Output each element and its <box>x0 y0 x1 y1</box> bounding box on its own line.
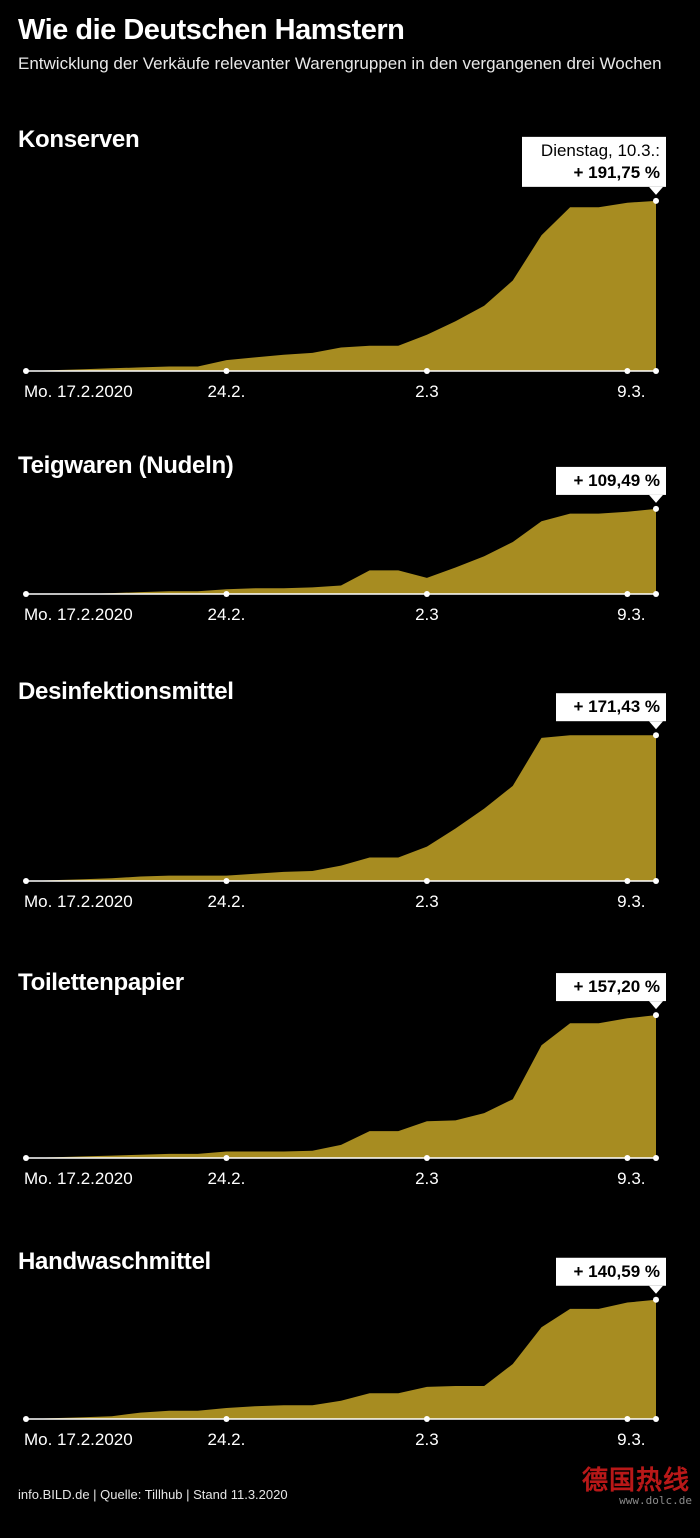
last-point-dot <box>653 1012 659 1019</box>
chart-title: Handwaschmittel <box>18 1248 211 1275</box>
x-tick-dot <box>423 1155 430 1161</box>
x-tick-dot <box>23 878 29 884</box>
callout-box <box>556 1257 666 1286</box>
x-tick-label: 24.2. <box>208 605 246 624</box>
value-callout: + 140,59 % <box>556 1257 666 1294</box>
chart-title: Konserven <box>18 126 140 153</box>
chart-svg: Mo. 17.2.2020 24.2. 2.3 9.3. + 140,59 % <box>23 1257 666 1449</box>
x-tick-label: 9.3. <box>617 605 645 624</box>
x-end-dot <box>653 878 659 884</box>
x-tick-dot <box>23 368 29 374</box>
x-tick-label: 9.3. <box>617 1430 645 1449</box>
callout-value: + 140,59 % <box>574 1262 661 1281</box>
callout-value: + 109,49 % <box>574 471 661 490</box>
chart-desinfektionsmittel: Desinfektionsmittel Mo. 17.2.2020 24.2. 2.… <box>0 678 700 968</box>
x-tick-dot <box>23 1155 29 1161</box>
x-tick-label: 2.3 <box>415 892 439 911</box>
x-tick-label: Mo. 17.2.2020 <box>24 382 133 401</box>
x-tick-label: 24.2. <box>208 1430 246 1449</box>
callout-box <box>556 693 666 722</box>
x-tick-label: 2.3 <box>415 605 439 624</box>
x-tick-dot <box>624 368 631 374</box>
x-tick-label: 9.3. <box>617 382 645 401</box>
callout-pointer <box>649 186 663 195</box>
x-tick-label: 24.2. <box>208 382 246 401</box>
page-title: Wie die Deutschen Hamstern <box>18 14 405 46</box>
x-tick-label: Mo. 17.2.2020 <box>24 892 133 911</box>
chart-title: Teigwaren (Nudeln) <box>18 452 234 479</box>
x-end-dot <box>653 368 659 374</box>
chart-title: Toilettenpapier <box>18 969 184 996</box>
x-tick-label: 24.2. <box>208 892 246 911</box>
callout-box <box>556 973 666 1002</box>
chart-svg: Mo. 17.2.2020 24.2. 2.3 9.3. + 171,43 % <box>23 693 666 911</box>
x-tick-dot <box>23 591 29 597</box>
x-tick-label: 9.3. <box>617 1169 645 1188</box>
callout-box <box>556 466 666 495</box>
series-area <box>26 1015 656 1158</box>
value-callout: + 157,20 % <box>556 973 666 1010</box>
chart-toilettenpapier: Toilettenpapier Mo. 17.2.2020 24.2. 2.3 9.3… <box>0 969 700 1259</box>
callout-pointer <box>649 721 663 730</box>
x-tick-dot <box>23 1416 29 1422</box>
callout-pointer <box>649 1001 663 1010</box>
chart-svg: Mo. 17.2.2020 24.2. 2.3 9.3. Dienstag, 10.3.… <box>23 136 666 401</box>
value-callout: + 171,43 % <box>556 693 666 730</box>
last-point-dot <box>653 1296 659 1303</box>
x-end-dot <box>653 1155 659 1161</box>
x-tick-dot <box>423 878 430 884</box>
callout-box <box>522 136 666 187</box>
x-tick-label: Mo. 17.2.2020 <box>24 605 133 624</box>
chart-title: Desinfektionsmittel <box>18 678 234 705</box>
last-point-dot <box>653 505 659 512</box>
x-tick-dot <box>223 878 230 884</box>
watermark-logo: 德国热线 www.dolc.de <box>582 1460 694 1508</box>
x-tick-dot <box>223 1155 230 1161</box>
watermark-url: www.dolc.de <box>619 1494 692 1507</box>
x-tick-dot <box>624 878 631 884</box>
x-tick-label: 9.3. <box>617 892 645 911</box>
x-tick-dot <box>423 591 430 597</box>
series-area <box>26 508 656 594</box>
x-tick-label: Mo. 17.2.2020 <box>24 1430 133 1449</box>
last-point-dot <box>653 197 659 204</box>
x-tick-dot <box>423 368 430 374</box>
x-tick-dot <box>223 1416 230 1422</box>
callout-date: Dienstag, 10.3.: <box>541 141 660 160</box>
x-end-dot <box>653 591 659 597</box>
footer-source: info.BILD.de | Quelle: Tillhub | Stand 1… <box>18 1487 288 1502</box>
x-tick-label: 2.3 <box>415 382 439 401</box>
value-callout: Dienstag, 10.3.: + 191,75 % <box>522 136 666 195</box>
page-subtitle: Entwicklung der Verkäufe relevanter Ware… <box>18 54 662 73</box>
chart-svg: Mo. 17.2.2020 24.2. 2.3 9.3. + 157,20 % <box>23 973 666 1188</box>
x-tick-label: 24.2. <box>208 1169 246 1188</box>
series-area <box>26 1299 656 1419</box>
callout-value: + 171,43 % <box>574 697 661 716</box>
x-tick-label: 2.3 <box>415 1430 439 1449</box>
x-tick-dot <box>624 1416 631 1422</box>
callout-value: + 157,20 % <box>574 977 661 996</box>
chart-handwaschmittel: Handwaschmittel Mo. 17.2.2020 24.2. 2.3 9.3… <box>0 1248 700 1538</box>
callout-pointer <box>649 494 663 503</box>
x-tick-dot <box>423 1416 430 1422</box>
series-area <box>26 200 656 371</box>
chart-konserven: Konserven Mo. 17.2.2020 24.2. 2.3 9.3. Diens… <box>0 126 700 416</box>
x-end-dot <box>653 1416 659 1422</box>
x-tick-dot <box>223 368 230 374</box>
value-callout: + 109,49 % <box>556 466 666 503</box>
x-tick-dot <box>223 591 230 597</box>
callout-pointer <box>649 1285 663 1294</box>
watermark-chars: 德国热线 <box>582 1465 691 1495</box>
last-point-dot <box>653 732 659 739</box>
chart-svg: Mo. 17.2.2020 24.2. 2.3 9.3. + 109,49 % <box>23 466 666 624</box>
x-tick-dot <box>624 1155 631 1161</box>
callout-value: + 191,75 % <box>574 163 661 182</box>
x-tick-label: Mo. 17.2.2020 <box>24 1169 133 1188</box>
chart-teigwaren: Teigwaren (Nudeln) Mo. 17.2.2020 24.2. 2.3… <box>0 452 700 742</box>
x-tick-dot <box>624 591 631 597</box>
x-tick-label: 2.3 <box>415 1169 439 1188</box>
series-area <box>26 735 656 881</box>
